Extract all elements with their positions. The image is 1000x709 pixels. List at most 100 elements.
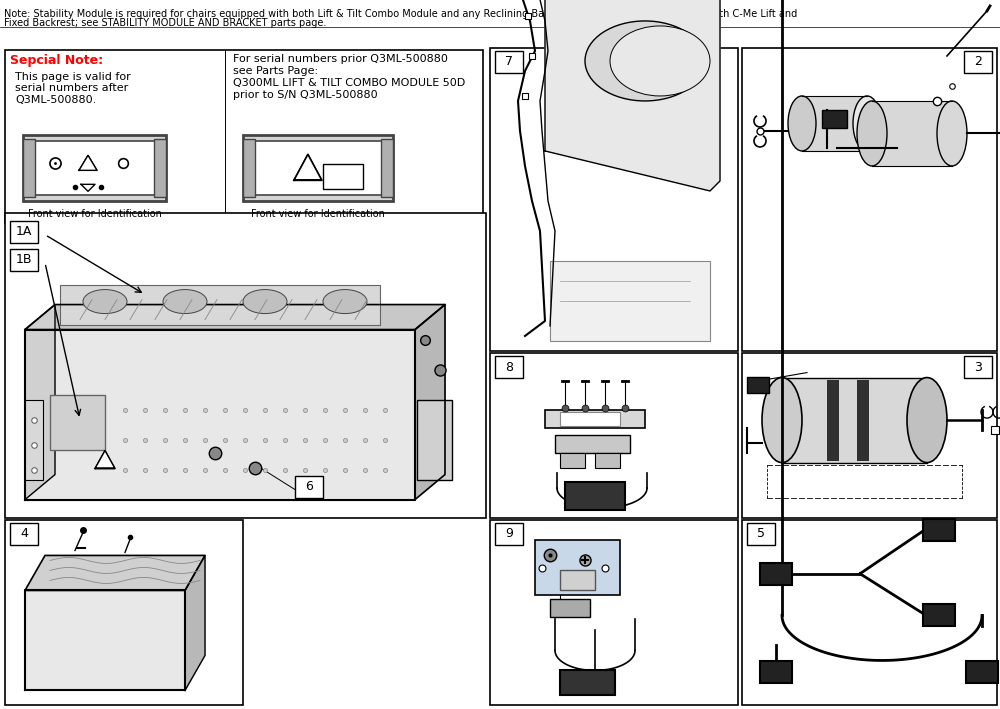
Polygon shape <box>185 555 205 691</box>
Bar <box>872 101 952 166</box>
Bar <box>243 135 393 201</box>
Text: prior to S/N Q3ML-500880: prior to S/N Q3ML-500880 <box>233 89 378 100</box>
Bar <box>5 213 486 518</box>
Text: Front view for Identification: Front view for Identification <box>28 209 161 219</box>
Text: 1B: 1B <box>16 253 32 266</box>
Bar <box>747 377 769 393</box>
Text: 4: 4 <box>20 527 28 540</box>
Ellipse shape <box>585 21 705 101</box>
Bar <box>560 453 585 468</box>
Bar <box>31 141 158 196</box>
Text: Fixed Backrest; see STABILITY MODULE AND BRACKET parts page.: Fixed Backrest; see STABILITY MODULE AND… <box>4 18 326 28</box>
Bar <box>595 453 620 468</box>
Ellipse shape <box>853 96 881 151</box>
Text: 8: 8 <box>505 361 513 374</box>
Bar <box>923 519 955 541</box>
Bar <box>565 481 625 510</box>
Bar <box>23 140 35 197</box>
Bar <box>550 261 710 341</box>
Text: 1A: 1A <box>16 225 32 238</box>
Bar <box>417 400 452 479</box>
Text: Note: Stability Module is required for chairs equipped with both Lift & Tilt Com: Note: Stability Module is required for c… <box>4 9 797 19</box>
Bar <box>742 48 997 351</box>
Bar <box>495 50 523 72</box>
Bar <box>760 661 792 683</box>
Polygon shape <box>97 452 113 467</box>
Bar <box>23 135 166 201</box>
Bar <box>742 520 997 705</box>
Text: see Parts Page:: see Parts Page: <box>233 66 318 76</box>
Bar <box>560 671 615 696</box>
Bar <box>381 140 393 197</box>
Bar <box>857 379 869 461</box>
Bar <box>5 50 483 223</box>
Bar <box>490 520 738 705</box>
Ellipse shape <box>163 289 207 313</box>
Bar <box>295 476 323 498</box>
Bar <box>154 140 166 197</box>
Text: 9: 9 <box>505 527 513 540</box>
Bar <box>60 284 380 325</box>
Bar <box>742 353 997 518</box>
Bar <box>10 220 38 242</box>
Bar <box>535 540 620 596</box>
Text: 7: 7 <box>505 55 513 68</box>
Ellipse shape <box>83 289 127 313</box>
Bar <box>560 571 595 591</box>
Ellipse shape <box>610 26 710 96</box>
Bar <box>490 48 738 351</box>
Bar <box>760 563 792 585</box>
Text: 5: 5 <box>757 527 765 540</box>
Text: 6: 6 <box>305 480 313 493</box>
Bar <box>243 140 255 197</box>
Text: Sepcial Note:: Sepcial Note: <box>10 54 103 67</box>
Bar <box>50 395 105 450</box>
Polygon shape <box>25 591 185 691</box>
Polygon shape <box>296 157 320 179</box>
Bar <box>5 520 243 705</box>
Polygon shape <box>545 0 720 191</box>
Ellipse shape <box>857 101 887 166</box>
Bar <box>822 109 847 128</box>
Bar <box>495 356 523 378</box>
Bar <box>323 164 363 189</box>
Bar <box>25 400 43 479</box>
Bar <box>560 412 620 426</box>
Ellipse shape <box>323 289 367 313</box>
Text: For serial numbers prior Q3ML-500880: For serial numbers prior Q3ML-500880 <box>233 54 448 64</box>
Bar <box>10 523 38 545</box>
Text: Front view for Identification: Front view for Identification <box>251 209 385 219</box>
Bar <box>923 603 955 626</box>
Bar <box>964 50 992 72</box>
Bar <box>747 523 775 545</box>
Polygon shape <box>79 155 97 170</box>
Text: This page is valid for
serial numbers after
Q3ML-500880.: This page is valid for serial numbers af… <box>15 72 131 105</box>
Bar <box>966 661 998 683</box>
Polygon shape <box>25 555 205 591</box>
Polygon shape <box>415 305 445 500</box>
Ellipse shape <box>937 101 967 166</box>
Text: 3: 3 <box>974 361 982 374</box>
Bar <box>10 249 38 271</box>
Ellipse shape <box>907 378 947 462</box>
Bar <box>545 410 645 428</box>
Polygon shape <box>25 305 445 330</box>
Polygon shape <box>80 157 96 169</box>
Bar <box>555 435 630 453</box>
Bar <box>550 599 590 618</box>
Polygon shape <box>25 330 415 500</box>
Ellipse shape <box>243 289 287 313</box>
Bar <box>964 356 992 378</box>
Bar <box>827 379 839 461</box>
Ellipse shape <box>788 96 816 151</box>
Text: Q300ML LIFT & TILT COMBO MODULE 50D: Q300ML LIFT & TILT COMBO MODULE 50D <box>233 77 465 88</box>
Polygon shape <box>25 305 55 500</box>
Bar <box>251 141 385 196</box>
Bar <box>490 353 738 518</box>
Polygon shape <box>95 451 115 469</box>
Text: 2: 2 <box>974 55 982 68</box>
Ellipse shape <box>762 378 802 462</box>
Polygon shape <box>294 155 322 180</box>
Bar <box>495 523 523 545</box>
Bar <box>802 96 867 151</box>
